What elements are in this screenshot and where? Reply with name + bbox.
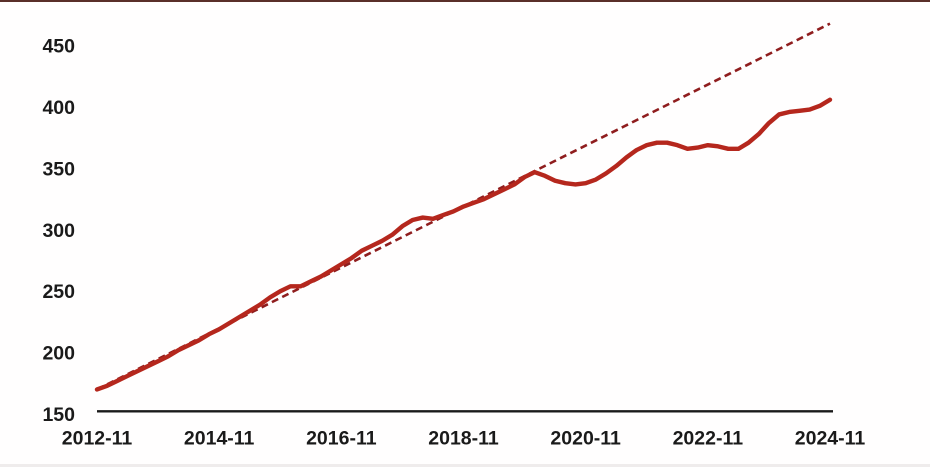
x-tick-label: 2014-11 [184, 428, 255, 450]
trend-dashed-line [96, 22, 831, 391]
x-tick-label: 2018-11 [428, 428, 499, 450]
x-tick-label: 2024-11 [795, 428, 866, 450]
y-axis-tick-labels: 150 200 250 300 350 400 450 [42, 36, 75, 426]
x-tick-label: 2022-11 [673, 428, 744, 450]
y-tick-label: 200 [42, 343, 75, 365]
actual-series-line [94, 97, 833, 392]
x-tick-label: 2020-11 [550, 428, 621, 450]
y-tick-label: 250 [42, 281, 75, 303]
top-edge-strip [0, 0, 930, 2]
x-tick-label: 2012-11 [62, 428, 133, 450]
bottom-edge-strip [0, 464, 930, 467]
y-tick-label: 150 [42, 404, 75, 426]
x-tick-label: 2016-11 [306, 428, 377, 450]
y-tick-label: 400 [42, 97, 75, 119]
y-tick-label: 450 [42, 36, 75, 58]
y-tick-label: 300 [42, 220, 75, 242]
y-tick-label: 350 [42, 158, 75, 180]
x-axis-tick-labels: 2012-11 2014-11 2016-11 2018-11 2020-11 2022-… [62, 428, 866, 450]
